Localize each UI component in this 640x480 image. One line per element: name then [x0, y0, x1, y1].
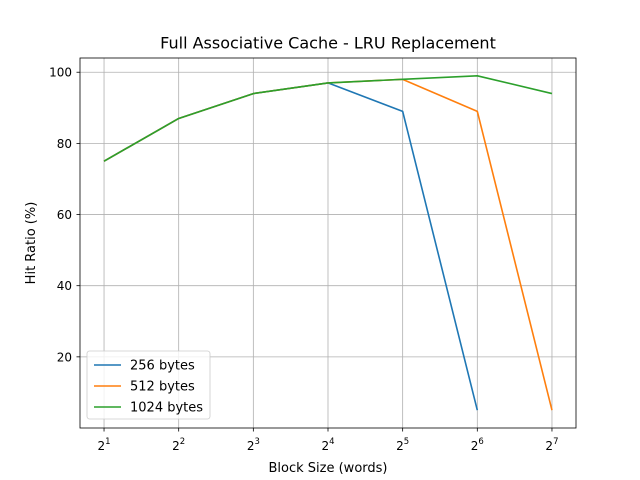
chart-title: Full Associative Cache - LRU Replacement: [160, 34, 496, 53]
x-axis-label: Block Size (words): [269, 461, 388, 476]
legend-label: 256 bytes: [130, 359, 195, 374]
x-tick-label: 22: [172, 437, 185, 453]
x-tick-label: 27: [545, 437, 558, 453]
x-tick-label: 24: [321, 437, 334, 453]
y-tick-label: 100: [49, 66, 72, 80]
x-tick-label: 25: [396, 437, 409, 453]
y-tick-label: 40: [57, 279, 72, 293]
y-tick-label: 80: [57, 137, 72, 151]
x-tick-label: 21: [98, 437, 111, 453]
y-axis-label: Hit Ratio (%): [24, 202, 39, 285]
series-lines: [103, 74, 553, 411]
axis-ticks: 21 22 23 24 25 26 27 20 40 60 80 100: [49, 66, 558, 453]
legend-box: [86, 350, 211, 420]
y-tick-label: 20: [57, 350, 72, 364]
y-tick-label: 60: [57, 208, 72, 222]
legend-label: 512 bytes: [130, 380, 195, 395]
series-line-2: [103, 74, 553, 162]
x-tick-label: 26: [471, 437, 484, 453]
legend: 256 bytes 512 bytes 1024 bytes: [86, 350, 211, 420]
legend-label: 1024 bytes: [130, 401, 203, 416]
x-tick-label: 23: [247, 437, 260, 453]
